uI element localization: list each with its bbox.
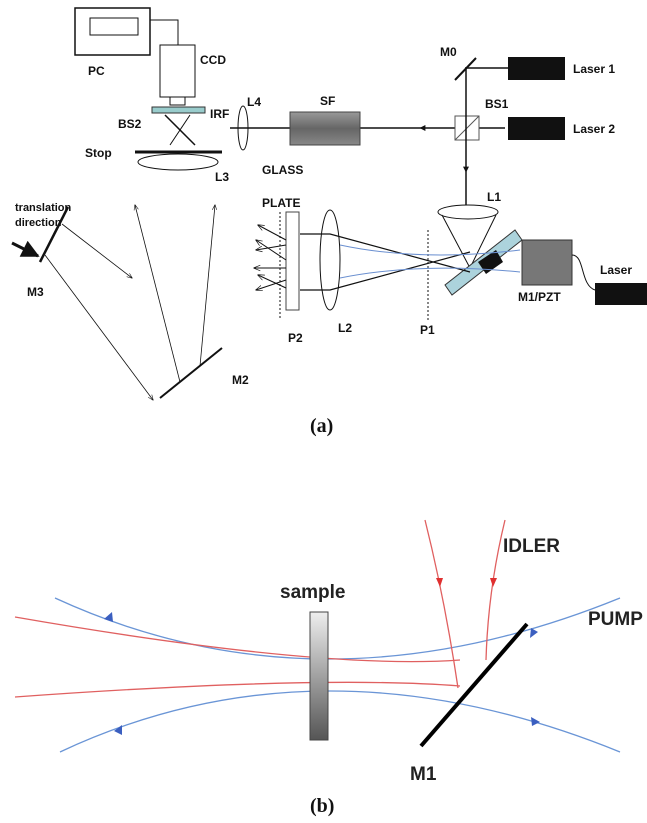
idler-beam <box>425 520 458 688</box>
lens-l1 <box>438 205 498 219</box>
label: M1 <box>410 764 437 785</box>
label: PC <box>88 64 105 78</box>
label: L4 <box>247 95 261 109</box>
label: direction <box>15 217 62 229</box>
lens-l3 <box>138 154 218 170</box>
ray <box>62 224 132 278</box>
lens-l2 <box>320 210 340 310</box>
irf <box>152 107 205 113</box>
controller <box>522 240 572 285</box>
label: Laser 1 <box>573 62 615 76</box>
label: M1/PZT <box>518 290 561 304</box>
label: GLASS <box>262 163 303 177</box>
label: Laser <box>600 263 632 277</box>
laser <box>595 283 647 305</box>
translation-arrow <box>12 243 38 256</box>
arrow <box>436 578 443 587</box>
label: Laser 2 <box>573 122 615 136</box>
ray <box>135 205 180 382</box>
label: P2 <box>288 331 303 345</box>
plate <box>286 212 299 310</box>
arrow <box>104 612 113 622</box>
m2 <box>160 348 222 398</box>
beam <box>170 115 190 145</box>
label: SF <box>320 94 335 108</box>
m3 <box>40 207 68 262</box>
caption: (b) <box>310 795 334 817</box>
cable <box>572 255 595 290</box>
label: CCD <box>200 53 226 67</box>
sf <box>290 112 360 145</box>
laser-1 <box>508 57 565 80</box>
idler-beam <box>15 617 460 662</box>
label: PUMP <box>588 609 643 630</box>
ccd <box>160 45 195 97</box>
body: PC CCD M0 Laser 1 IRF L4 SF BS1 Laser 2 … <box>0 0 647 823</box>
arrow <box>530 628 538 638</box>
label: IRF <box>210 107 229 121</box>
label: IDLER <box>503 536 560 557</box>
label: M3 <box>27 285 44 299</box>
label: M0 <box>440 45 457 59</box>
label: PLATE <box>262 196 300 210</box>
arrow <box>490 578 497 587</box>
label: P1 <box>420 323 435 337</box>
panel-a: PC CCD M0 Laser 1 IRF L4 SF BS1 Laser 2 … <box>12 8 647 437</box>
label: L1 <box>487 190 501 204</box>
label: translation <box>15 202 72 214</box>
pc-screen <box>90 18 138 35</box>
idler-beam <box>15 682 460 697</box>
ray <box>45 255 153 400</box>
ccd-lens <box>170 97 185 105</box>
arrow <box>531 717 540 726</box>
pc-monitor <box>75 8 150 55</box>
label: M2 <box>232 373 249 387</box>
arrow <box>114 725 122 735</box>
label: BS1 <box>485 97 509 111</box>
label: BS2 <box>118 117 142 131</box>
beam <box>300 234 470 272</box>
page: {"panel_a": {"labels": {"pc": "PC", "ccd… <box>0 0 647 823</box>
diagram: PC CCD M0 Laser 1 IRF L4 SF BS1 Laser 2 … <box>0 0 647 823</box>
caption: (a) <box>310 415 333 437</box>
panel-b: IDLER sample PUMP M1 (b) <box>15 520 643 817</box>
ray <box>200 205 215 366</box>
label: L3 <box>215 170 229 184</box>
label: sample <box>280 582 345 603</box>
pump-beam <box>55 598 620 659</box>
sample <box>310 612 328 740</box>
label: Stop <box>85 146 112 160</box>
scatter-rays <box>254 225 286 290</box>
beam <box>340 268 520 278</box>
cable <box>150 20 178 45</box>
label: L2 <box>338 321 352 335</box>
laser-2 <box>508 117 565 140</box>
